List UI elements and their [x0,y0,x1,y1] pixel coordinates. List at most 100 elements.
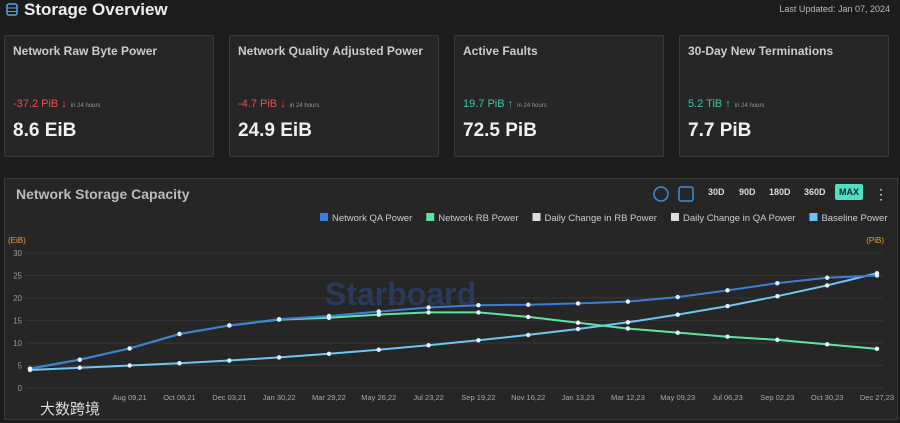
point [476,310,481,315]
card-value: 24.9 EiB [238,120,312,141]
point [874,346,880,352]
legend-swatch [532,213,541,221]
card: Network Raw Byte Power -37.2 PiB ↓ in 24 h… [4,35,214,157]
card-value: 72.5 PiB [463,120,537,141]
card-title: Network Quality Adjusted Power [238,44,423,58]
calendar-icon[interactable] [678,186,694,202]
point [675,312,680,317]
point [675,330,680,335]
range-button[interactable]: 90D [739,187,756,197]
y-tick-label: 10 [13,339,22,348]
change: -37.2 PiB [13,98,59,110]
storage-icon [6,3,18,16]
x-tick-label: Jul 23,22 [413,393,443,402]
point [426,310,431,315]
point [326,313,332,319]
y-tick-label: 5 [18,362,23,371]
legend-label: Daily Change in QA Power [683,213,795,224]
card-change: -37.2 PiB ↓ in 24 hours [13,98,101,110]
point [127,346,132,351]
series-line [29,274,878,370]
chart-title: Network Storage Capacity [16,186,190,202]
point [575,326,581,332]
point [227,323,232,328]
point [426,305,431,310]
point [725,288,730,293]
point [77,365,83,370]
x-tick-label: Dec 27,23 [860,393,894,402]
legend-swatch [670,213,679,221]
point [824,283,830,288]
point [177,361,182,366]
range-button[interactable]: MAX [835,184,863,200]
card-title: Active Faults [463,44,538,58]
point [526,302,531,307]
point [276,355,282,360]
legend-label: Network QA Power [332,213,412,224]
point [77,357,83,362]
point [775,280,780,286]
x-tick-label: Nov 16,22 [511,393,545,402]
point [326,351,332,356]
y-tick-label: 0 [18,384,23,393]
watermark: 大数跨境 [40,400,100,418]
x-tick-label: Aug 09,21 [113,393,147,402]
card-change: -4.7 PiB ↓ in 24 hours [238,98,320,110]
x-tick-label: Jan 13,23 [562,393,595,402]
card: Active Faults 19.7 PiB ↑ in 24 hours 72.5 P… [454,35,664,157]
y-tick-label: 30 [13,249,22,258]
point [675,294,680,300]
chart-panel [4,178,898,420]
y-tick-label: 20 [13,294,22,303]
point [575,301,581,306]
x-tick-label: Oct 30,23 [811,393,844,402]
point [575,320,581,325]
y-tick-label: 25 [13,272,22,281]
point [127,363,132,368]
x-tick-label: Mar 29,22 [312,393,346,402]
point [526,332,531,338]
info-icon[interactable] [653,186,669,202]
card-title: Network Raw Byte Power [13,44,158,58]
point [376,312,381,317]
point [27,366,33,371]
range-button[interactable]: 180D [769,187,791,197]
point [625,320,631,325]
point [376,309,381,314]
x-tick-label: Jan 30,22 [263,393,296,402]
series-line [29,272,878,371]
point [376,347,381,352]
legend-swatch [809,213,818,221]
x-tick-label: Jul 06,23 [712,393,742,402]
point [177,331,182,337]
y-tick-label: 15 [13,317,22,326]
point [426,343,431,348]
card: 30-Day New Terminations 5.2 TiB ↑ in 24 ho… [679,35,889,157]
card-value: 8.6 EiB [13,120,77,141]
range-button[interactable]: 30D [708,187,725,197]
change: 19.7 PiB [463,98,505,110]
point [276,316,282,322]
point [227,358,232,363]
point [476,338,481,343]
point [476,303,481,308]
x-tick-label: Sep 19,22 [461,393,495,402]
range-button[interactable]: 360D [804,187,826,197]
point [625,326,631,331]
menu-icon[interactable]: ⋮ [874,186,888,202]
legend-swatch [426,213,435,221]
period: in 24 hours [517,103,547,109]
point [775,337,780,343]
card-change: 5.2 TiB ↑ in 24 hours [688,98,765,110]
change: 5.2 TiB [688,98,723,110]
y-axis-label: (EiB) [8,236,26,245]
point [625,299,631,304]
legend-label: Daily Change in RB Power [545,213,657,224]
y2-axis-label: (PiB) [866,236,884,245]
card: Network Quality Adjusted Power -4.7 PiB ↓… [229,35,439,157]
point [824,275,830,280]
period: in 24 hours [70,103,101,109]
point [824,342,830,347]
x-tick-label: Dec 03,21 [212,393,246,402]
